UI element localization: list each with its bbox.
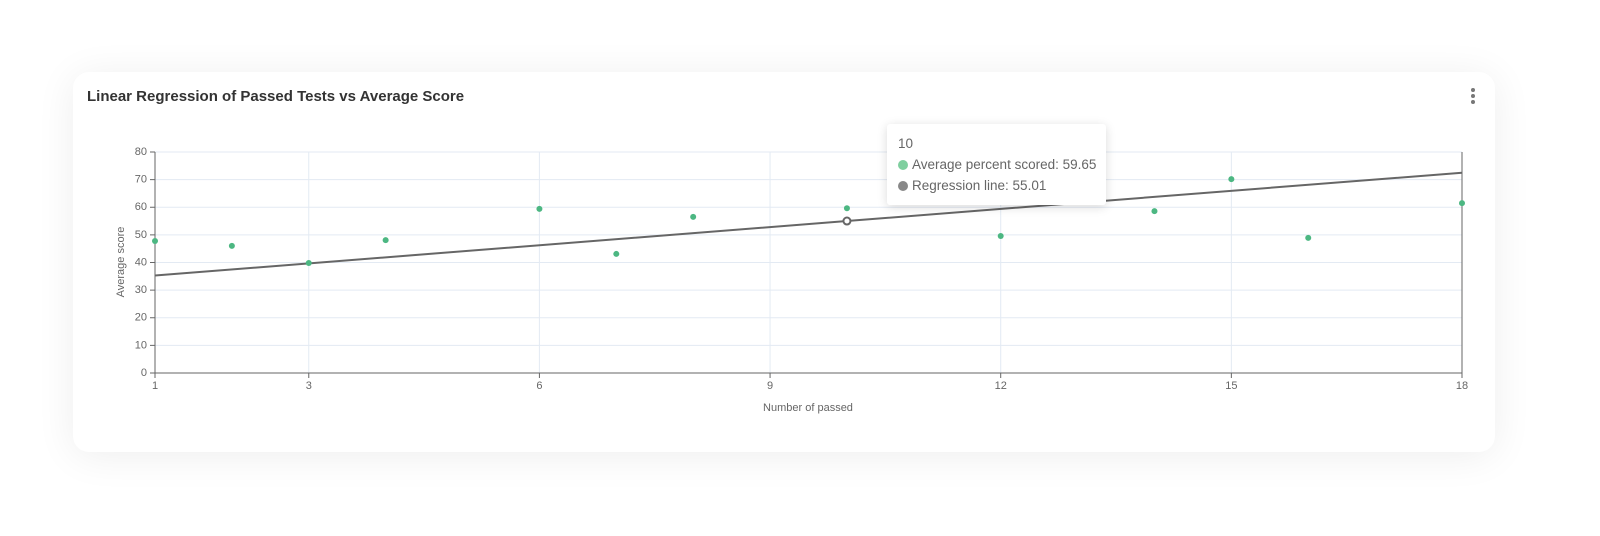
- data-point: [152, 237, 158, 244]
- y-tick-label: 30: [135, 284, 147, 296]
- data-point: [305, 260, 312, 267]
- y-tick-label: 0: [141, 367, 147, 379]
- y-tick-label: 40: [135, 256, 147, 268]
- hover-marker: [842, 216, 852, 226]
- y-tick-label: 80: [135, 146, 147, 158]
- y-tick-label: 60: [135, 201, 147, 213]
- data-point: [1459, 200, 1465, 207]
- x-tick-label: 9: [767, 380, 773, 392]
- data-point: [613, 250, 620, 257]
- y-tick-label: 10: [135, 339, 147, 351]
- y-tick-label: 50: [135, 229, 147, 241]
- menu-button[interactable]: [1471, 88, 1475, 104]
- data-point: [536, 205, 543, 212]
- data-point: [1305, 234, 1312, 241]
- tooltip-text: Regression line: 55.01: [912, 178, 1047, 193]
- tooltip-item: Average percent scored: 59.65: [898, 157, 1096, 172]
- tooltip: 10 Average percent scored: 59.65 Regress…: [887, 124, 1106, 205]
- tooltip-title: 10: [898, 136, 914, 151]
- chart-title: Linear Regression of Passed Tests vs Ave…: [87, 88, 464, 105]
- data-point: [228, 242, 235, 249]
- y-axis-label: Average score: [115, 227, 127, 298]
- regression-line: [154, 171, 1463, 277]
- x-axis-label: Number of passed: [763, 402, 853, 414]
- tooltip-item: Regression line: 55.01: [898, 178, 1046, 193]
- x-tick-label: 12: [995, 380, 1007, 392]
- x-tick-label: 15: [1225, 380, 1237, 392]
- x-tick-label: 6: [536, 380, 542, 392]
- x-tick-label: 1: [152, 380, 158, 392]
- data-point: [690, 213, 697, 220]
- tooltip-text: Average percent scored: 59.65: [912, 157, 1097, 172]
- data-point: [382, 237, 389, 244]
- data-point: [997, 232, 1004, 239]
- y-tick-label: 20: [135, 312, 147, 324]
- data-point: [1228, 176, 1235, 183]
- y-tick-label: 70: [135, 174, 147, 186]
- x-tick-label: 18: [1456, 380, 1468, 392]
- data-point: [843, 205, 850, 212]
- data-point: [1151, 208, 1158, 215]
- x-tick-label: 3: [306, 380, 312, 392]
